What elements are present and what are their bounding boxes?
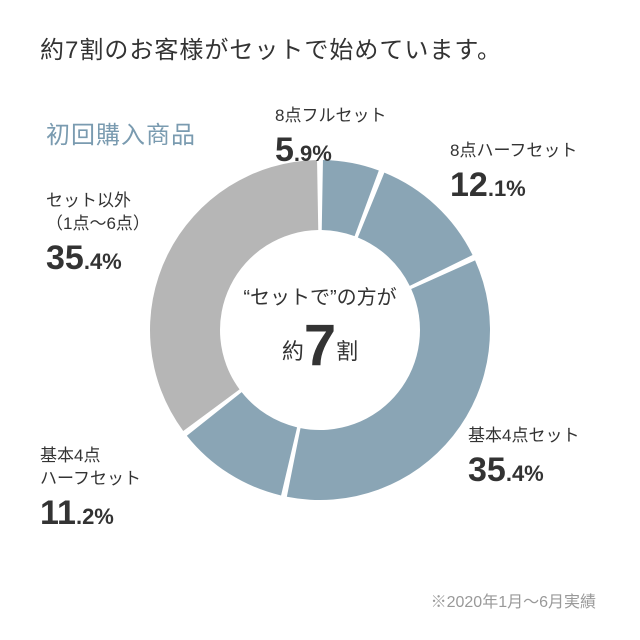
label-basic4h: 基本4点 ハーフセット 11.2% (40, 445, 141, 537)
footnote: ※2020年1月～6月実績 (431, 588, 596, 612)
chart-center-text: “セットで”の方が 約7割 (243, 281, 396, 379)
label-full8: 8点フルセット 5.9% (275, 105, 386, 174)
label-basic4: 基本4点セット 35.4% (468, 425, 579, 494)
label-other: セット以外 （1点～6点） 35.4% (46, 190, 150, 282)
headline: 約7割のお客様がセットで始めています。 (40, 30, 502, 65)
label-half8: 8点ハーフセット 12.1% (450, 140, 577, 209)
center-line1: “セットで”の方が (243, 281, 396, 310)
center-line2: 約7割 (243, 312, 396, 379)
